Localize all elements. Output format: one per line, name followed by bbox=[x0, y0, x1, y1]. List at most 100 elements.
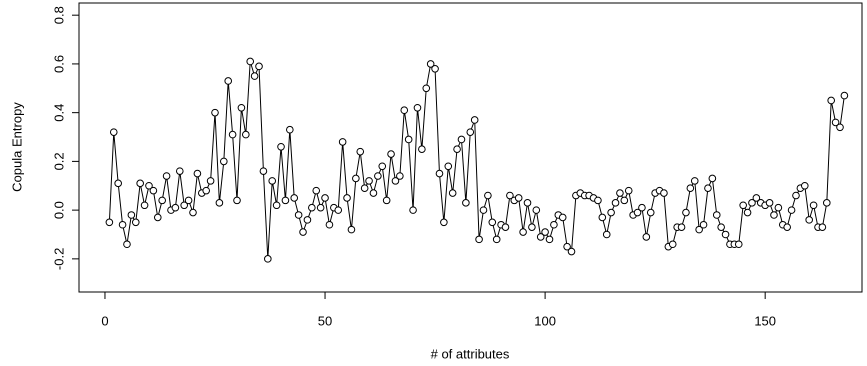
y-tick-label: 0.6 bbox=[51, 55, 66, 73]
point bbox=[827, 96, 835, 105]
point bbox=[136, 179, 144, 188]
point bbox=[677, 223, 686, 231]
point bbox=[536, 233, 545, 241]
point bbox=[211, 108, 219, 117]
point bbox=[774, 203, 783, 212]
y-axis-label: Copula Entropy bbox=[9, 102, 24, 192]
point bbox=[360, 184, 369, 192]
point bbox=[743, 208, 752, 217]
point bbox=[470, 116, 479, 124]
point bbox=[528, 223, 536, 231]
point bbox=[734, 240, 743, 249]
point bbox=[739, 201, 747, 210]
point bbox=[695, 225, 703, 234]
series-line bbox=[108, 61, 845, 259]
point bbox=[479, 206, 488, 214]
point bbox=[567, 247, 576, 256]
point bbox=[321, 194, 329, 202]
point bbox=[118, 220, 127, 229]
point bbox=[519, 228, 527, 236]
point bbox=[558, 213, 567, 222]
point bbox=[250, 72, 259, 80]
point bbox=[699, 220, 708, 229]
point bbox=[316, 203, 325, 212]
point bbox=[153, 213, 162, 222]
point bbox=[752, 194, 761, 202]
point bbox=[668, 240, 677, 249]
point bbox=[378, 162, 387, 171]
point bbox=[422, 84, 431, 93]
point bbox=[325, 220, 334, 229]
point bbox=[822, 199, 831, 207]
point bbox=[202, 186, 210, 195]
point bbox=[717, 223, 725, 231]
point bbox=[682, 208, 690, 217]
point bbox=[545, 235, 554, 244]
point bbox=[189, 208, 197, 217]
point bbox=[638, 203, 646, 212]
point bbox=[492, 235, 501, 244]
point bbox=[387, 150, 395, 158]
point bbox=[704, 184, 712, 192]
point bbox=[563, 242, 571, 251]
x-tick-label: 100 bbox=[534, 313, 556, 328]
point bbox=[809, 201, 818, 210]
point bbox=[426, 60, 435, 68]
point bbox=[162, 172, 171, 180]
point bbox=[435, 169, 444, 178]
x-tick-label: 0 bbox=[101, 313, 108, 328]
point bbox=[633, 208, 642, 217]
point bbox=[444, 162, 453, 171]
point bbox=[765, 199, 774, 207]
point bbox=[616, 189, 624, 197]
point bbox=[453, 145, 461, 154]
point bbox=[246, 57, 255, 66]
point bbox=[770, 211, 778, 219]
point bbox=[352, 174, 360, 183]
point bbox=[237, 103, 246, 112]
point bbox=[818, 223, 827, 231]
x-axis-label: # of attributes bbox=[431, 346, 510, 361]
point bbox=[466, 128, 475, 136]
point bbox=[109, 128, 118, 136]
point bbox=[598, 213, 607, 222]
point bbox=[281, 196, 290, 205]
point bbox=[294, 211, 303, 219]
point bbox=[338, 138, 347, 146]
point bbox=[140, 201, 149, 210]
point bbox=[290, 194, 299, 202]
y-tick-label: 0.8 bbox=[51, 6, 66, 24]
plot-box bbox=[78, 2, 863, 293]
x-tick-label: 50 bbox=[318, 313, 332, 328]
point bbox=[831, 118, 840, 127]
point bbox=[259, 167, 268, 175]
point bbox=[391, 177, 400, 185]
point bbox=[642, 233, 651, 241]
point bbox=[374, 172, 382, 180]
point bbox=[277, 142, 285, 151]
point bbox=[448, 189, 457, 197]
point bbox=[501, 223, 510, 231]
point bbox=[660, 189, 668, 197]
point bbox=[382, 196, 391, 205]
point bbox=[308, 203, 316, 212]
point bbox=[224, 77, 233, 85]
point bbox=[127, 211, 136, 219]
point bbox=[365, 177, 373, 185]
point bbox=[409, 206, 417, 214]
point bbox=[369, 189, 378, 197]
point bbox=[215, 199, 224, 207]
y-tick-label: 0.2 bbox=[51, 152, 66, 170]
point bbox=[721, 230, 730, 239]
point bbox=[484, 191, 492, 200]
point bbox=[708, 174, 717, 183]
point bbox=[550, 220, 558, 229]
y-tick-label: 0.4 bbox=[51, 104, 66, 122]
point bbox=[184, 196, 193, 205]
point bbox=[690, 177, 699, 185]
point bbox=[611, 199, 620, 207]
point bbox=[396, 172, 404, 180]
point bbox=[805, 216, 813, 224]
point bbox=[220, 157, 228, 166]
